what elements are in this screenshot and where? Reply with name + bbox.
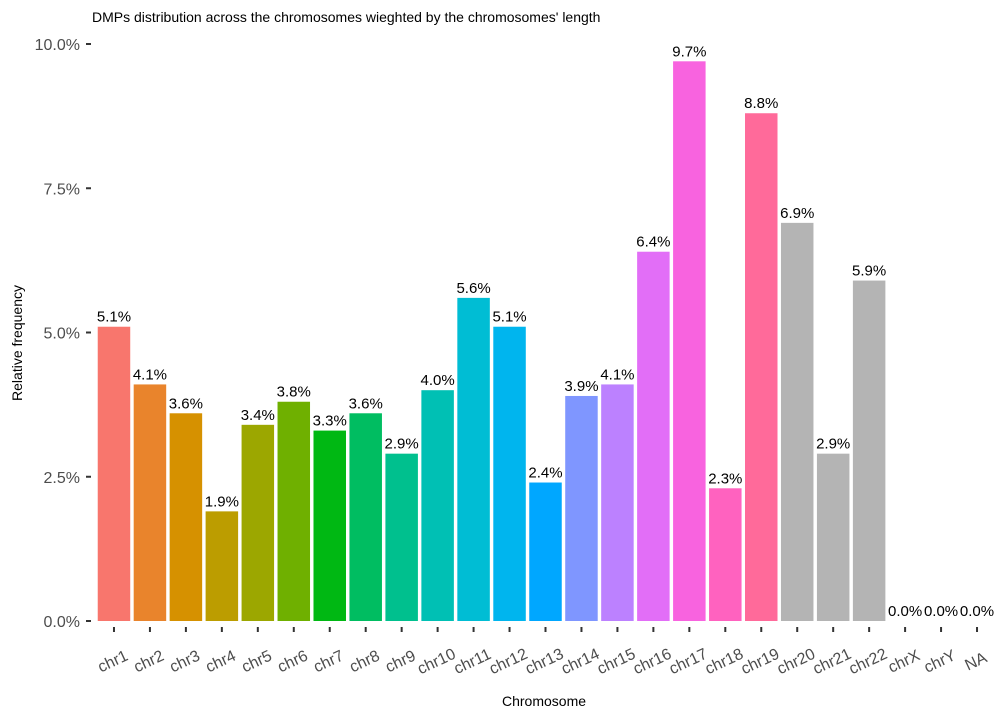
- bar-chr16: [637, 251, 670, 621]
- y-tick-label: 5.0%: [44, 326, 80, 343]
- x-axis-title: Chromosome: [502, 693, 586, 709]
- x-tick-label-chr4: chr4: [203, 648, 238, 677]
- data-label-chr1: 5.1%: [97, 309, 131, 326]
- bar-chr1: [97, 326, 131, 621]
- data-label-chr10: 4.0%: [421, 372, 455, 389]
- data-label-chr11: 5.6%: [456, 280, 490, 297]
- data-label-chr6: 3.8%: [277, 384, 311, 401]
- bar-chr3: [169, 413, 203, 621]
- bar-chr10: [421, 390, 454, 621]
- x-tick-label-chr22: chr22: [847, 646, 891, 678]
- bar-chr2: [133, 384, 167, 621]
- data-label-chrY: 0.0%: [924, 603, 958, 620]
- data-labels: 5.1%4.1%3.6%1.9%3.4%3.8%3.3%3.6%2.9%4.0%…: [97, 43, 994, 620]
- bar-chr19: [745, 113, 778, 622]
- x-tick-label-chr9: chr9: [383, 648, 418, 677]
- data-label-chr19: 8.8%: [744, 95, 778, 112]
- data-label-chr18: 2.3%: [708, 470, 742, 487]
- data-label-chr14: 3.9%: [564, 378, 598, 395]
- y-tick-label: 0.0%: [44, 614, 80, 631]
- chart-title: DMPs distribution across the chromosomes…: [92, 9, 600, 25]
- bar-chr18: [709, 488, 742, 621]
- data-label-chr20: 6.9%: [780, 205, 814, 222]
- bar-chr5: [241, 424, 275, 621]
- bar-chr12: [493, 326, 526, 621]
- data-label-chr9: 2.9%: [385, 436, 419, 453]
- bar-chr11: [457, 297, 490, 621]
- bars: [97, 61, 886, 622]
- bar-chr9: [385, 453, 418, 621]
- data-label-chr22: 5.9%: [852, 263, 886, 280]
- x-tick-label-chr6: chr6: [275, 648, 310, 677]
- data-label-chr4: 1.9%: [205, 493, 239, 510]
- bar-chr22: [852, 280, 886, 621]
- data-label-chr21: 2.9%: [816, 436, 850, 453]
- x-tick-label-chr3: chr3: [167, 648, 202, 677]
- y-tick-label: 10.0%: [35, 37, 80, 54]
- data-label-chrX: 0.0%: [888, 603, 922, 620]
- bar-chr13: [529, 482, 562, 621]
- y-axis: 0.0% 2.5% 5.0% 7.5% 10.0%: [35, 37, 91, 631]
- bar-chr20: [780, 222, 814, 621]
- x-axis: chr1 chr2 chr3 chr4 chr5 chr6 chr7 chr8 chr9chr1…: [95, 627, 990, 678]
- y-tick-label: 7.5%: [44, 181, 80, 198]
- data-label-chr8: 3.6%: [349, 395, 383, 412]
- data-label-chr15: 4.1%: [600, 366, 634, 383]
- x-tick-label-chr2: chr2: [131, 648, 166, 677]
- y-tick-label: 2.5%: [44, 470, 80, 487]
- x-tick-label-chr5: chr5: [239, 648, 274, 677]
- bar-chr6: [277, 401, 311, 621]
- bar-chr4: [205, 511, 239, 621]
- data-label-chr16: 6.4%: [636, 234, 670, 251]
- x-tick-label-NA: NA: [962, 649, 990, 674]
- x-tick-label-chr8: chr8: [347, 648, 382, 677]
- data-label-chr17: 9.7%: [672, 43, 706, 60]
- data-label-chr12: 5.1%: [492, 309, 526, 326]
- bar-chr7: [313, 430, 346, 621]
- x-tick-label-chr1: chr1: [95, 648, 130, 677]
- y-axis-title: Relative frequency: [9, 285, 25, 401]
- data-label-chr2: 4.1%: [133, 366, 167, 383]
- bar-chr8: [349, 413, 382, 621]
- data-label-chr7: 3.3%: [313, 413, 347, 430]
- bar-chr21: [816, 453, 850, 621]
- data-label-chr13: 2.4%: [528, 465, 562, 482]
- data-label-NA: 0.0%: [960, 603, 994, 620]
- bar-chr17: [673, 61, 706, 622]
- x-tick-label-chrX: chrX: [886, 647, 923, 676]
- bar-chr15: [601, 384, 634, 621]
- x-tick-label-chr7: chr7: [311, 648, 346, 677]
- bar-chr14: [565, 395, 598, 621]
- x-tick-label-chrY: chrY: [922, 647, 959, 676]
- data-label-chr3: 3.6%: [169, 395, 203, 412]
- data-label-chr5: 3.4%: [241, 407, 275, 424]
